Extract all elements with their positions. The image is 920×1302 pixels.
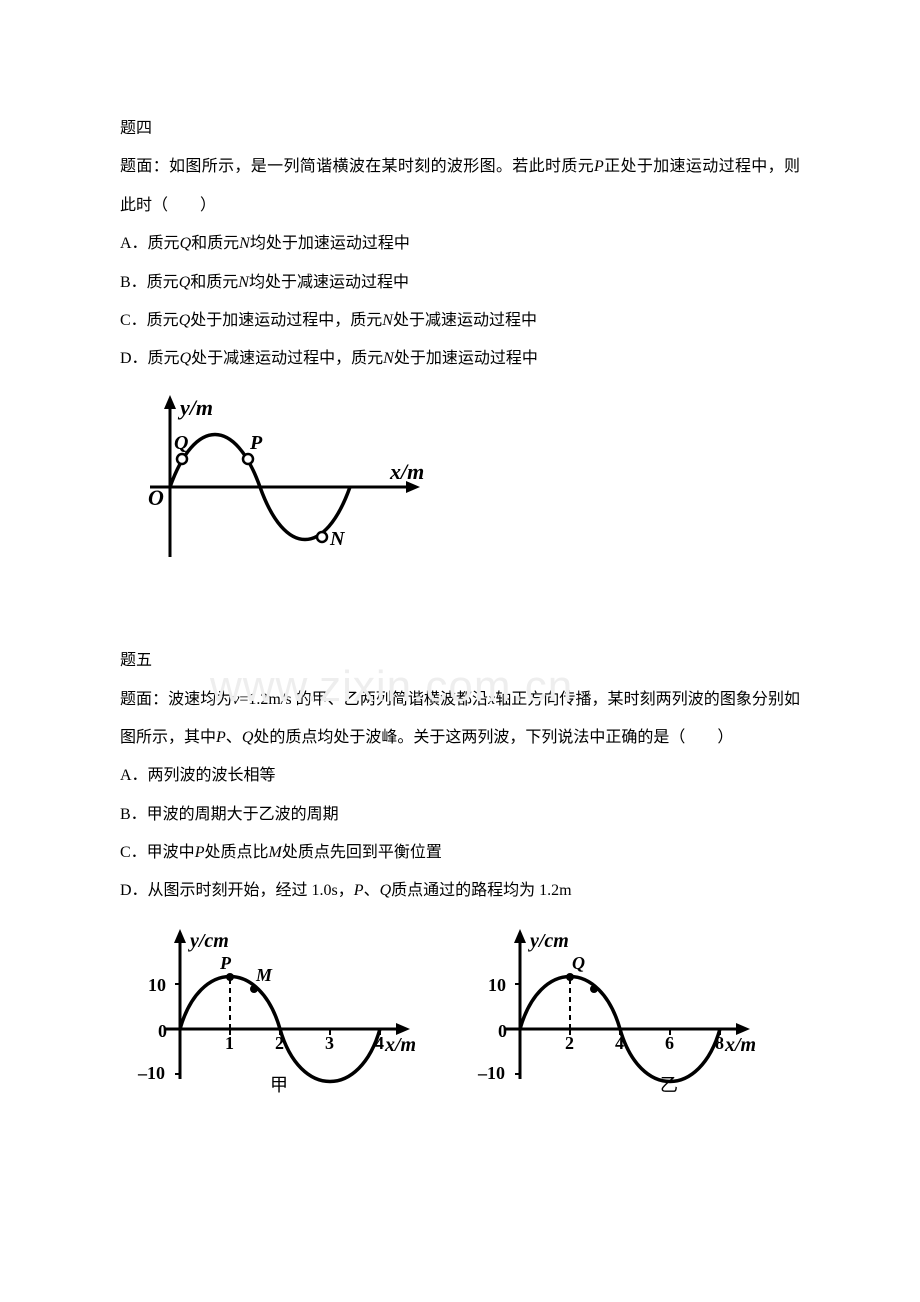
q4-optC: C．质元Q处于加速运动过程中，质元N处于减速运动过程中 bbox=[120, 302, 800, 340]
q4-optA: A．质元Q和质元N均处于加速运动过程中 bbox=[120, 225, 800, 263]
q4-optD: D．质元Q处于减速运动过程中，质元N处于加速运动过程中 bbox=[120, 340, 800, 378]
q4-heading: 题四 bbox=[120, 110, 800, 148]
var-n: N bbox=[383, 350, 394, 367]
var-p: P bbox=[354, 882, 364, 899]
q4-figure: y/m x/m O Q P N bbox=[120, 387, 800, 582]
q5-figure-yi: y/cm x/m 10 0 –10 2 4 6 8 Q 乙 bbox=[460, 919, 760, 1094]
text: 处于减速运动过程中，质元 bbox=[191, 350, 383, 367]
text: B．质元 bbox=[120, 274, 179, 291]
axis-y-label: y/cm bbox=[188, 930, 229, 952]
text: D．质元 bbox=[120, 350, 180, 367]
point-n-label: N bbox=[329, 528, 346, 550]
point-q-label: Q bbox=[572, 953, 585, 973]
axis-y-label: y/m bbox=[177, 395, 213, 420]
xtick: 2 bbox=[275, 1033, 284, 1053]
var-n: N bbox=[239, 235, 250, 252]
var-q: Q bbox=[180, 235, 192, 252]
q5-optD: D．从图示时刻开始，经过 1.0s，P、Q质点通过的路程均为 1.2m bbox=[120, 872, 800, 910]
text: C．甲波中 bbox=[120, 844, 195, 861]
var-q: Q bbox=[179, 274, 191, 291]
xtick: 6 bbox=[665, 1033, 674, 1053]
text: 题面：如图所示，是一列简谐横波在某时刻的波形图。若此时质元 bbox=[120, 158, 594, 175]
point-m-label: M bbox=[255, 965, 273, 985]
var-q: Q bbox=[180, 350, 192, 367]
q4-optB: B．质元Q和质元N均处于减速运动过程中 bbox=[120, 264, 800, 302]
point-q-label: Q bbox=[174, 432, 188, 454]
subplot-caption: 甲 bbox=[270, 1075, 288, 1094]
q5-optB: B．甲波的周期大于乙波的周期 bbox=[120, 796, 800, 834]
ytick: 0 bbox=[498, 1021, 507, 1041]
q5-optA: A．两列波的波长相等 bbox=[120, 757, 800, 795]
axis-x-label: x/m bbox=[724, 1034, 756, 1056]
var-p: P bbox=[594, 158, 604, 175]
text: 处于加速运动过程中 bbox=[394, 350, 538, 367]
xtick: 8 bbox=[715, 1033, 724, 1053]
xtick: 4 bbox=[615, 1033, 624, 1053]
axis-x-label: x/m bbox=[389, 459, 424, 484]
ytick: 0 bbox=[158, 1021, 167, 1041]
text: 、 bbox=[364, 882, 380, 899]
xtick: 2 bbox=[565, 1033, 574, 1053]
text: 处质点先回到平衡位置 bbox=[282, 844, 442, 861]
text: 均处于加速运动过程中 bbox=[250, 235, 410, 252]
ytick: 10 bbox=[488, 975, 506, 995]
ytick: –10 bbox=[477, 1063, 505, 1083]
var-n: N bbox=[382, 312, 393, 329]
ytick: –10 bbox=[137, 1063, 165, 1083]
var-q: Q bbox=[380, 882, 392, 899]
q5-figure-jia: y/cm x/m 10 0 –10 1 2 3 4 P M 甲 bbox=[120, 919, 420, 1094]
text: 和质元 bbox=[191, 235, 239, 252]
axis-x-label: x/m bbox=[384, 1034, 416, 1056]
point-p-label: P bbox=[249, 432, 263, 454]
xtick: 3 bbox=[325, 1033, 334, 1053]
q5-figures: y/cm x/m 10 0 –10 1 2 3 4 P M 甲 bbox=[120, 919, 800, 1094]
var-n: N bbox=[238, 274, 249, 291]
axis-y-label: y/cm bbox=[528, 930, 569, 952]
subplot-caption: 乙 bbox=[660, 1075, 678, 1094]
q5-optC: C．甲波中P处质点比M处质点先回到平衡位置 bbox=[120, 834, 800, 872]
text: D．从图示时刻开始，经过 1.0s， bbox=[120, 882, 354, 899]
text: A．质元 bbox=[120, 235, 180, 252]
text: 和质元 bbox=[190, 274, 238, 291]
xtick: 1 bbox=[225, 1033, 234, 1053]
origin-label: O bbox=[148, 485, 164, 510]
text: C．质元 bbox=[120, 312, 179, 329]
text: 处于减速运动过程中 bbox=[393, 312, 537, 329]
text: 质点通过的路程均为 1.2m bbox=[391, 882, 571, 899]
xtick: 4 bbox=[375, 1033, 384, 1053]
text: 处质点比 bbox=[204, 844, 268, 861]
point-p-label: P bbox=[219, 953, 232, 973]
var-p: P bbox=[195, 844, 205, 861]
text: 均处于减速运动过程中 bbox=[249, 274, 409, 291]
var-m: M bbox=[268, 844, 281, 861]
q4-stem: 题面：如图所示，是一列简谐横波在某时刻的波形图。若此时质元P正处于加速运动过程中… bbox=[120, 148, 800, 225]
var-q: Q bbox=[179, 312, 191, 329]
ytick: 10 bbox=[148, 975, 166, 995]
text: 处于加速运动过程中，质元 bbox=[190, 312, 382, 329]
